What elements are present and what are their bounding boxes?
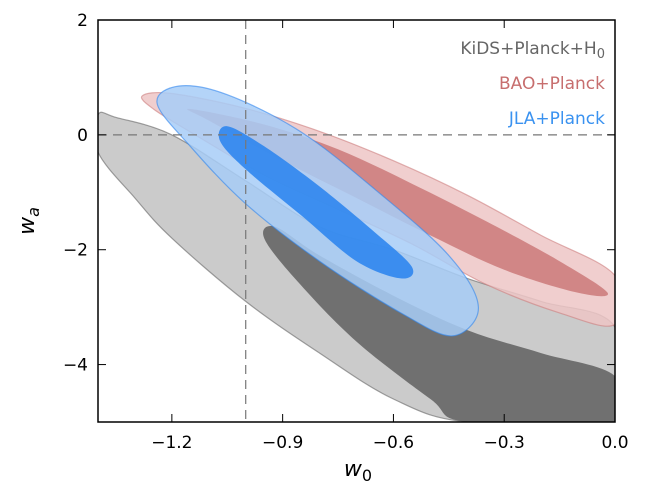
y-axis-label: wa <box>15 207 43 235</box>
y-tick-label: 0 <box>77 126 88 146</box>
x-tick-label: −0.3 <box>484 433 525 453</box>
x-tick-label: −0.6 <box>373 433 414 453</box>
plot-frame <box>97 19 616 423</box>
series-3-inner-contour <box>218 126 414 279</box>
y-tick-label: −2 <box>63 241 88 261</box>
axis-ticks: −1.2 −0.9 −0.6 −0.3 0.0 2 0 −2 −4 <box>63 11 629 453</box>
x-tick-label: 0.0 <box>601 433 628 453</box>
x-tick-label: −0.9 <box>262 433 303 453</box>
legend-entry-1: KiDS+Planck+H0 <box>460 39 605 62</box>
legend-entry-3: JLA+Planck <box>508 109 605 129</box>
y-tick-label: −4 <box>63 356 88 376</box>
legend: KiDS+Planck+H0 BAO+Planck JLA+Planck <box>460 39 605 129</box>
contour-layer <box>98 85 615 422</box>
y-tick-label: 2 <box>77 11 88 31</box>
legend-entry-2: BAO+Planck <box>499 74 605 94</box>
x-axis-label: w0 <box>344 457 372 485</box>
reference-lines <box>98 20 615 422</box>
x-tick-label: −1.2 <box>151 433 192 453</box>
